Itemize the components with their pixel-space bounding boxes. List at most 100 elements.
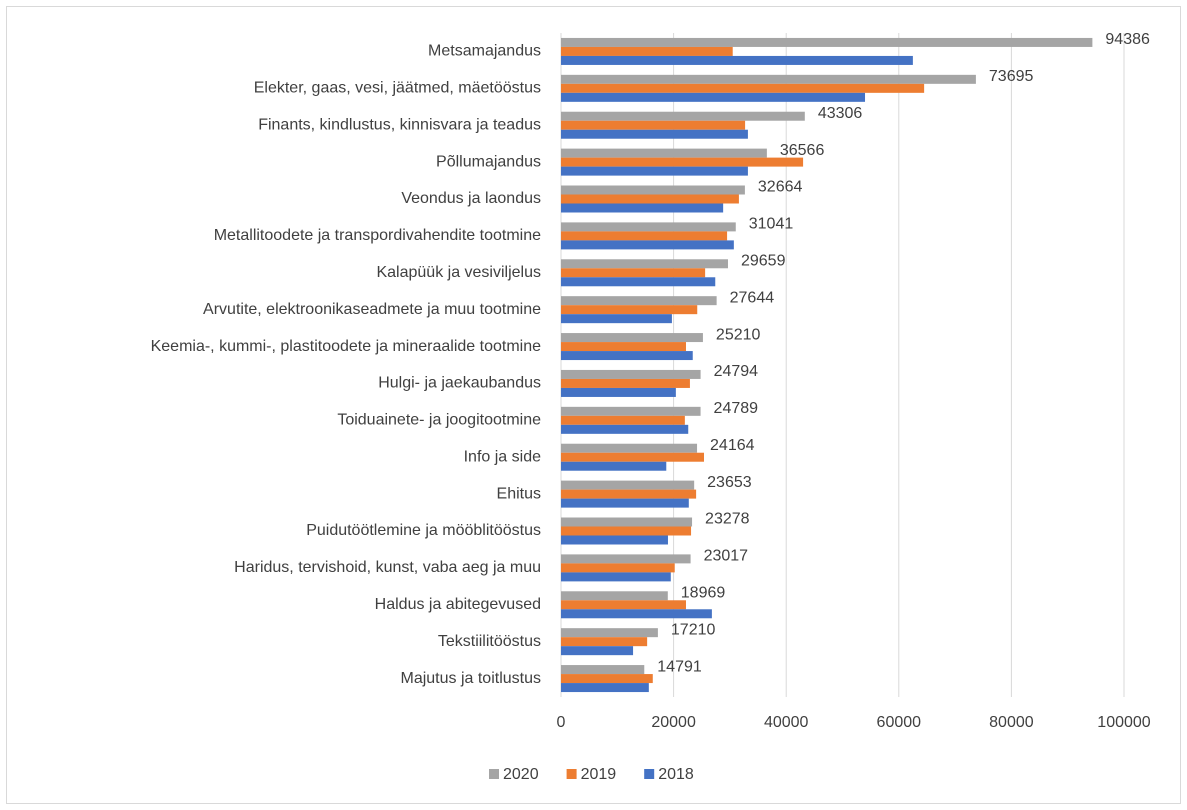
data-label: 31041	[749, 216, 794, 233]
bar	[561, 37, 1093, 47]
y-tick-label: Haridus, tervishoid, kunst, vaba aeg ja …	[234, 559, 541, 576]
bar	[561, 129, 748, 139]
bar	[561, 185, 745, 195]
bar	[561, 166, 748, 176]
bar	[561, 563, 675, 573]
data-label: 24789	[714, 400, 759, 417]
legend-swatch	[566, 769, 577, 779]
bar	[561, 342, 686, 352]
y-tick-label: Arvutite, elektroonikaseadmete ja muu to…	[203, 301, 541, 318]
bar	[561, 517, 693, 527]
bar	[561, 92, 866, 102]
y-tick-label: Kalapüük ja vesiviljelus	[376, 264, 541, 281]
bar	[561, 74, 976, 84]
bar	[561, 415, 685, 425]
x-tick-label: 20000	[651, 714, 696, 731]
bar	[561, 452, 705, 462]
bar	[561, 591, 668, 601]
data-label: 17210	[671, 621, 716, 638]
bar	[561, 535, 668, 545]
bar	[561, 683, 649, 693]
y-tick-label: Puidutöötlemine ja mööblitööstus	[306, 522, 541, 539]
bar	[561, 554, 691, 564]
legend-swatch	[644, 769, 655, 779]
y-tick-label: Finants, kindlustus, kinnisvara ja teadu…	[258, 116, 541, 133]
bar	[561, 296, 717, 306]
bar	[561, 637, 648, 647]
bar	[561, 369, 701, 379]
y-tick-label: Info ja side	[464, 448, 541, 465]
bar	[561, 231, 728, 241]
bar	[561, 480, 695, 490]
y-tick-label: Metallitoodete ja transpordivahendite to…	[214, 227, 541, 244]
bar	[561, 378, 690, 388]
bar	[561, 461, 667, 471]
bar	[561, 268, 706, 278]
x-tick-label: 0	[557, 714, 566, 731]
data-label: 23653	[707, 474, 752, 491]
y-tick-label: Ehitus	[497, 485, 541, 502]
bar	[561, 305, 698, 315]
bar	[561, 111, 805, 121]
y-tick-label: Toiduainete- ja joogitootmine	[337, 412, 541, 429]
bar	[561, 646, 634, 656]
bar	[561, 240, 734, 250]
bar	[561, 157, 804, 167]
bar	[561, 628, 658, 638]
bar	[561, 406, 701, 416]
bar	[561, 259, 728, 269]
y-tick-label: Haldus ja abitegevused	[375, 596, 541, 613]
x-tick-label: 40000	[764, 714, 809, 731]
bar	[561, 443, 698, 453]
bar	[561, 600, 686, 610]
bar	[561, 387, 676, 397]
bar	[561, 120, 746, 130]
bar	[561, 609, 712, 619]
bar	[561, 194, 739, 204]
data-label: 32664	[758, 179, 803, 196]
x-tick-label: 80000	[989, 714, 1034, 731]
bar	[561, 333, 703, 343]
y-tick-label: Majutus ja toitlustus	[400, 670, 541, 687]
legend-swatch	[489, 769, 499, 779]
bar	[561, 572, 671, 582]
data-label: 73695	[989, 68, 1034, 85]
data-label: 23017	[704, 548, 749, 565]
bar	[561, 674, 653, 684]
bar	[561, 277, 716, 287]
data-label: 24164	[710, 437, 755, 454]
bar	[561, 424, 689, 434]
bar	[561, 351, 693, 361]
bar	[561, 46, 733, 56]
data-label: 29659	[741, 252, 786, 269]
bar	[561, 222, 736, 232]
y-tick-label: Põllumajandus	[436, 153, 541, 170]
y-tick-label: Hulgi- ja jaekaubandus	[378, 375, 541, 392]
data-label: 94386	[1105, 31, 1150, 48]
data-label: 36566	[780, 142, 825, 159]
x-tick-label: 100000	[1097, 714, 1150, 731]
data-label: 23278	[705, 511, 750, 528]
bar	[561, 489, 697, 499]
data-label: 24794	[714, 363, 759, 380]
data-label: 25210	[716, 326, 761, 343]
legend-label: 2020	[503, 766, 539, 783]
y-tick-label: Metsamajandus	[428, 43, 541, 60]
bar	[561, 203, 724, 213]
legend-label: 2018	[658, 766, 694, 783]
data-label: 27644	[730, 289, 775, 306]
legend-label: 2019	[581, 766, 617, 783]
bar	[561, 148, 767, 158]
y-tick-label: Veondus ja laondus	[401, 190, 541, 207]
y-tick-label: Keemia-, kummi-, plastitoodete ja minera…	[151, 338, 542, 355]
bar	[561, 314, 672, 324]
bar	[561, 665, 645, 675]
y-tick-label: Tekstiilitööstus	[438, 633, 541, 650]
bar	[561, 83, 925, 93]
bar	[561, 55, 913, 65]
data-label: 18969	[681, 584, 726, 601]
bar	[561, 526, 692, 536]
x-tick-label: 60000	[877, 714, 922, 731]
y-tick-label: Elekter, gaas, vesi, jäätmed, mäetööstus	[254, 80, 541, 97]
